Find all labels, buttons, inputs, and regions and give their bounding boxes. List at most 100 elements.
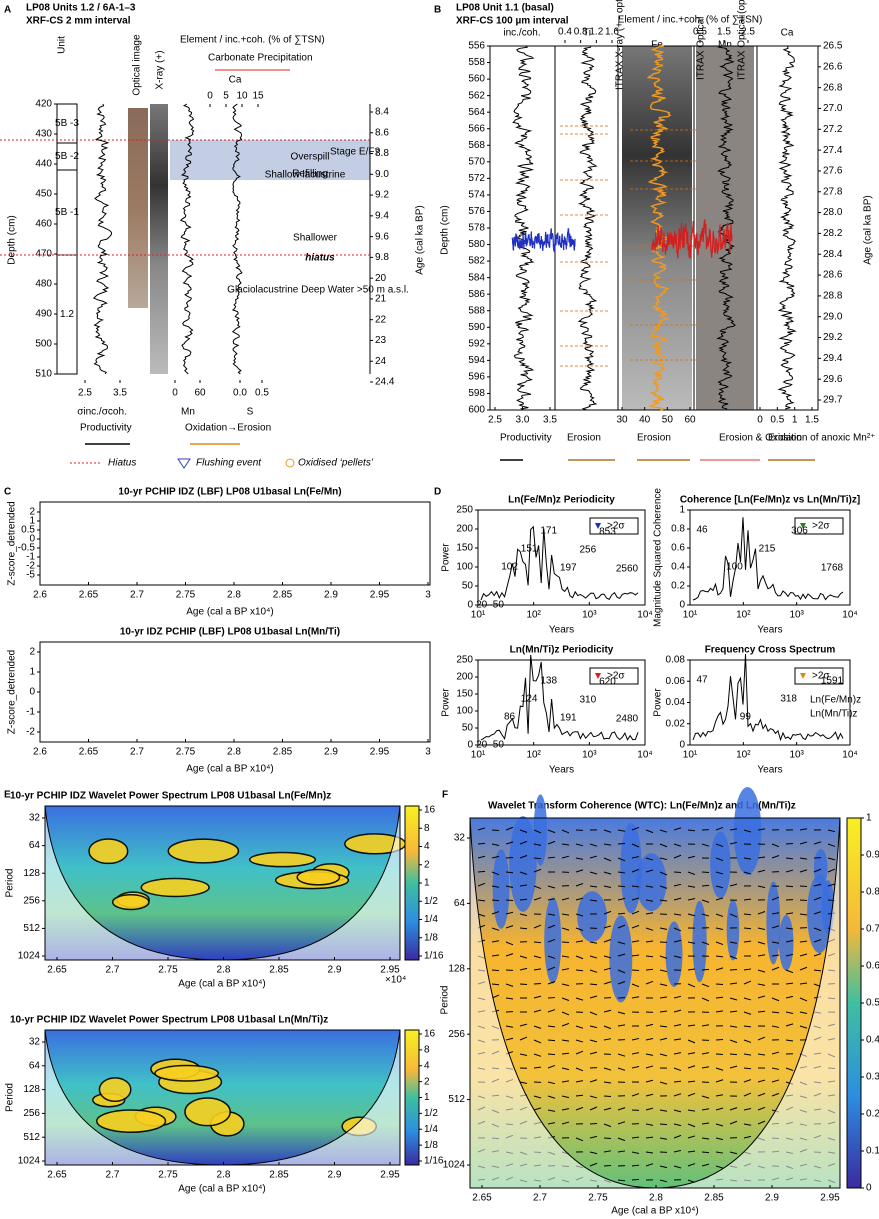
axis-label: Age (cal a BP x10⁴) <box>178 979 266 990</box>
texture <box>659 843 668 848</box>
texture <box>561 1108 570 1111</box>
texture <box>533 868 542 873</box>
texture <box>659 899 668 902</box>
tick-label: 27.0 <box>823 103 843 114</box>
texture <box>673 1149 682 1153</box>
axis-label: Years <box>549 765 574 776</box>
tick-label: 2.9 <box>324 747 338 758</box>
texture <box>603 967 612 971</box>
texture <box>505 841 514 845</box>
title: Ln(Fe/Mn)z Periodicity <box>508 495 615 506</box>
texture <box>519 967 528 971</box>
legend <box>794 517 844 535</box>
texture <box>491 954 500 957</box>
texture <box>533 924 542 929</box>
texture <box>659 955 668 959</box>
texture <box>785 1023 794 1027</box>
colorbar <box>404 805 420 961</box>
texture <box>785 857 794 860</box>
texture <box>687 855 696 859</box>
tick-label: 21 <box>375 294 387 305</box>
tick-label: 2.5 <box>741 27 755 38</box>
texture <box>617 1067 626 1071</box>
texture <box>645 1123 654 1126</box>
texture <box>547 1064 556 1069</box>
texture <box>785 912 794 915</box>
tick-label: 128 <box>448 963 465 974</box>
frame <box>39 501 431 586</box>
texture <box>771 912 780 915</box>
tick-label: 2.7 <box>130 590 144 601</box>
legend-label: >2σ <box>812 521 830 532</box>
texture <box>575 1025 584 1029</box>
texture <box>771 896 780 901</box>
texture <box>631 1052 640 1055</box>
tick-label: 480 <box>35 279 52 290</box>
texture <box>701 1122 710 1125</box>
texture <box>519 1053 528 1056</box>
texture <box>715 1151 724 1154</box>
texture <box>491 843 500 846</box>
frame <box>44 805 401 961</box>
texture <box>575 897 584 901</box>
texture <box>757 1010 766 1013</box>
series-label: Ln(Mn/Ti)z <box>810 709 857 720</box>
tick-label: 0.2 <box>671 581 685 592</box>
tick-label: 3.5 <box>543 415 557 426</box>
texture <box>533 829 542 834</box>
tick-label: 0 <box>172 388 178 399</box>
axis-label: Mn <box>181 407 195 418</box>
texture <box>603 1081 612 1084</box>
texture <box>799 1011 808 1015</box>
annotation: Glaciolacustrine Deep Water >50 m a.s.l. <box>227 285 409 296</box>
texture <box>561 913 570 916</box>
texture <box>729 883 738 887</box>
texture <box>729 828 738 831</box>
peak-label: 171 <box>540 526 557 537</box>
texture <box>533 968 542 971</box>
texture <box>477 882 486 887</box>
tick-label: 512 <box>23 923 40 934</box>
texture <box>692 900 707 983</box>
texture <box>715 1165 724 1169</box>
texture <box>701 983 710 988</box>
colorbar-label: 8 <box>424 1045 430 1056</box>
texture <box>687 885 696 888</box>
texture <box>659 969 668 973</box>
tick-label: 3.0 <box>516 415 530 426</box>
texture <box>561 1080 570 1083</box>
tick-label: 28.2 <box>823 228 843 239</box>
texture <box>617 953 626 957</box>
peak-label: 138 <box>540 676 557 687</box>
texture <box>561 1011 570 1016</box>
axis-label: Element / inc.+coh. (% of ∑TSN) <box>180 35 325 46</box>
colorbar-label: 4 <box>424 1060 430 1071</box>
texture <box>547 1009 556 1013</box>
texture <box>743 1039 752 1043</box>
texture <box>743 1079 752 1083</box>
texture <box>561 1052 570 1055</box>
texture <box>505 1037 514 1041</box>
tick-label: 0 <box>29 534 35 545</box>
texture <box>729 1120 738 1125</box>
tick-label: 29.0 <box>823 311 843 322</box>
texture <box>617 924 626 929</box>
texture <box>645 955 654 958</box>
texture <box>589 941 598 944</box>
texture <box>645 1163 654 1167</box>
texture <box>729 841 738 845</box>
texture <box>589 995 598 999</box>
title: 10-yr PCHIP IDZ Wavelet Power Spectrum L… <box>10 791 331 802</box>
texture <box>827 868 836 873</box>
tick-label: 0.4 <box>558 27 572 38</box>
tick-label: 0.08 <box>666 655 686 666</box>
texture <box>673 927 682 932</box>
tick-label: 29.6 <box>823 374 843 385</box>
texture <box>785 1011 794 1014</box>
texture <box>645 980 654 985</box>
title: 10-yr PCHIP IDZ Wavelet Power Spectrum L… <box>10 1015 328 1026</box>
tick-label: 2 <box>29 507 35 518</box>
tick-label: 564 <box>468 107 485 118</box>
tick-label: 10¹ <box>683 610 698 621</box>
texture <box>827 883 836 887</box>
